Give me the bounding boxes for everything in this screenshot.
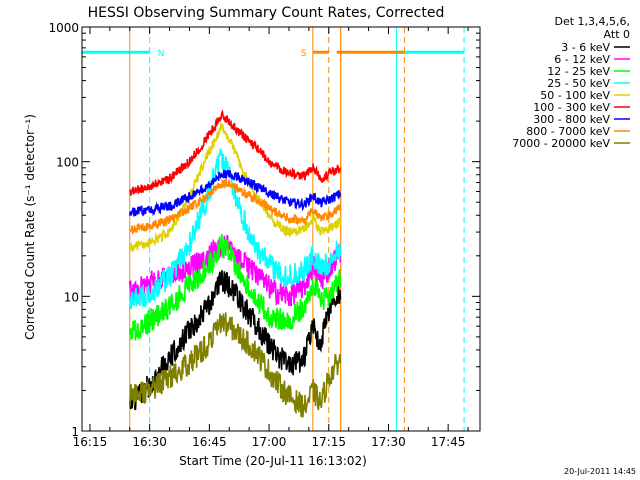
series-line-5 <box>129 109 342 196</box>
x-tick-label-5: 17:30 <box>371 435 406 449</box>
legend-label-8: 7000 - 20000 keV <box>512 137 610 150</box>
series-layer <box>129 109 342 418</box>
y-axis-label: Corrected Count Rate (s⁻¹ detector⁻¹) <box>23 114 37 340</box>
series-line-7 <box>129 178 342 235</box>
legend-label-5: 100 - 300 keV <box>533 101 610 114</box>
x-tick-label-4: 17:15 <box>311 435 346 449</box>
x-tick-label-2: 16:45 <box>192 435 227 449</box>
plot-frame <box>81 26 481 432</box>
legend-label-0: 3 - 6 keV <box>561 41 610 54</box>
legend-label-3: 25 - 50 keV <box>547 77 610 90</box>
x-tick-label-3: 17:00 <box>252 435 287 449</box>
series-line-8 <box>129 312 342 418</box>
x-axis-label: Start Time (20-Jul-11 16:13:02) <box>179 454 367 468</box>
series-line-4 <box>129 123 342 253</box>
legend-title-line-2: Att 0 <box>604 28 630 41</box>
x-tick-label-1: 16:30 <box>132 435 167 449</box>
series-line-6 <box>129 169 342 217</box>
flag-n-label: N <box>158 49 165 59</box>
series-line-2 <box>129 234 342 341</box>
series-line-0 <box>129 270 342 411</box>
chart-title: HESSI Observing Summary Count Rates, Cor… <box>88 5 445 21</box>
y-tick-label-1: 10 <box>64 290 79 304</box>
timestamp: 20-Jul-2011 14:45 <box>564 467 636 476</box>
legend-label-7: 800 - 7000 keV <box>526 125 610 138</box>
legend-label-6: 300 - 800 keV <box>533 113 610 126</box>
legend-title-line-1: Det 1,3,4,5,6, <box>554 15 630 28</box>
y-tick-label-3: 1000 <box>48 21 79 35</box>
legend-label-1: 6 - 12 keV <box>554 53 610 66</box>
y-tick-label-2: 100 <box>56 156 79 170</box>
y-tick-labels: 1 10 100 1000 <box>48 21 79 439</box>
x-tick-label-0: 16:15 <box>73 435 108 449</box>
x-tick-labels: 16:15 16:30 16:45 17:00 17:15 17:30 17:45 <box>73 435 466 449</box>
legend-label-4: 50 - 100 keV <box>540 89 610 102</box>
axis-ticks <box>82 26 480 432</box>
flag-s-label: S <box>301 49 307 59</box>
y-tick-label-0: 1 <box>71 425 79 439</box>
x-tick-label-6: 17:45 <box>431 435 466 449</box>
legend-label-2: 12 - 25 keV <box>547 65 610 78</box>
